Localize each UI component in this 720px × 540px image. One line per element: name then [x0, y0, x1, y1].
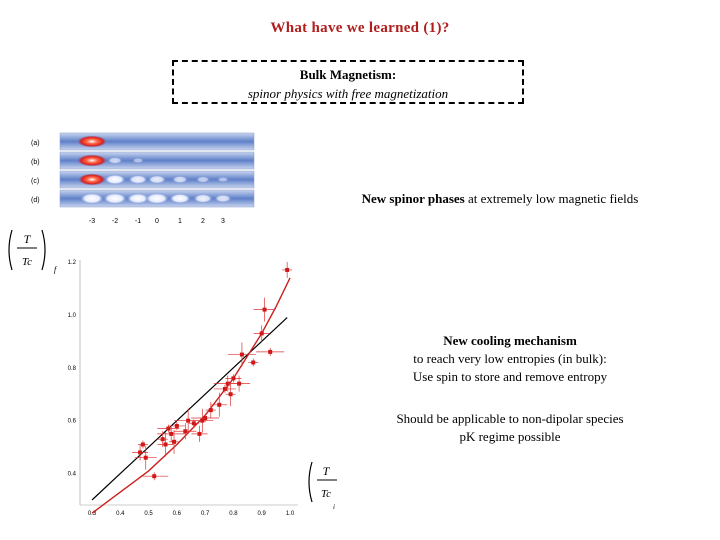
y-tick-label: 1.0	[68, 313, 77, 319]
data-point	[285, 267, 290, 272]
y-tick-label: 0.8	[68, 366, 77, 372]
atom-cloud	[192, 193, 214, 204]
data-point	[172, 439, 177, 444]
atom-cloud	[195, 176, 211, 183]
data-point	[140, 442, 145, 447]
data-point	[239, 352, 244, 357]
atom-cloud	[107, 156, 123, 165]
x-tick-label: 0.3	[88, 511, 97, 517]
bulk-magnetism-box: Bulk Magnetism: spinor physics with free…	[172, 60, 524, 104]
x-tick-label: 0.7	[201, 511, 210, 517]
data-point	[259, 331, 264, 336]
data-point	[268, 349, 273, 354]
x-tick-label: 0.8	[229, 511, 238, 517]
data-point	[237, 381, 242, 386]
temperature-scatter-chart: T Tc f T Tc i 0.3 0.4 0.5 0.6 0.7 0.8 0.9 1.0 0.…	[8, 229, 337, 517]
atom-cloud	[77, 135, 107, 148]
slide-title: What have we learned (1)?	[270, 20, 450, 36]
atom-cloud	[127, 174, 149, 185]
data-point	[152, 474, 157, 479]
row-label-d: (d)	[31, 197, 40, 204]
data-point	[231, 376, 236, 381]
atom-cloud	[214, 194, 232, 203]
point-applicability-line1: Should be applicable to non-dipolar spec…	[396, 411, 624, 426]
x-axis-label: T Tc i	[308, 461, 337, 511]
absorption-strip	[59, 132, 255, 151]
row-label-b: (b)	[31, 159, 40, 166]
strip-axis-label: 3	[221, 218, 225, 225]
atom-cloud	[168, 193, 192, 204]
x-label-den: Tc	[321, 488, 331, 500]
x-tick-label: 1.0	[286, 511, 295, 517]
x-label-num: T	[323, 464, 331, 478]
x-label-sub: i	[333, 503, 335, 511]
y-tick-label: 0.4	[68, 472, 77, 478]
strip-axis-label: 0	[155, 218, 159, 225]
box-heading: Bulk Magnetism:	[299, 67, 397, 82]
data-point	[251, 360, 256, 365]
x-tick-label: 0.6	[173, 511, 182, 517]
strip-axis-label: 1	[178, 218, 182, 225]
strip-axis-label: 2	[201, 218, 205, 225]
x-tick-label: 0.5	[144, 511, 153, 517]
atom-cloud	[147, 175, 167, 184]
row-label-c: (c)	[31, 178, 39, 185]
y-label-num: T	[24, 232, 32, 246]
x-tick-label: 0.4	[116, 511, 125, 517]
data-point	[217, 402, 222, 407]
point-spinor-rest: at extremely low magnetic fields	[464, 191, 639, 206]
data-point	[225, 381, 230, 386]
row-label-a: (a)	[31, 140, 40, 147]
point-cooling: New cooling mechanism to reach very low …	[370, 332, 650, 386]
point-cooling-bold: New cooling mechanism	[443, 333, 577, 348]
point-spinor-phases: New spinor phases at extremely low magne…	[300, 190, 700, 208]
data-point	[262, 307, 267, 312]
data-point	[160, 437, 165, 442]
data-point	[143, 455, 148, 460]
absorption-images: (a) (b) (c) (d) -3 -2 -1 0 1 2 3	[31, 132, 255, 225]
y-tick-label: 0.6	[68, 419, 77, 425]
reference-line	[91, 317, 288, 501]
data-point	[166, 426, 171, 431]
point-cooling-line2: to reach very low entropies (in bulk):	[413, 351, 607, 366]
point-cooling-line3: Use spin to store and remove entropy	[412, 369, 608, 384]
data-point	[183, 429, 188, 434]
y-tick-label: 1.2	[68, 260, 77, 266]
data-point	[203, 416, 208, 421]
atom-cloud	[78, 173, 106, 186]
data-point	[174, 423, 179, 428]
data-point	[197, 431, 202, 436]
atom-cloud	[171, 175, 189, 184]
data-point	[200, 418, 205, 423]
atom-cloud	[144, 192, 170, 205]
point-applicability: Should be applicable to non-dipolar spec…	[340, 410, 680, 446]
data-point	[169, 431, 174, 436]
atom-cloud	[126, 192, 150, 205]
box-subheading: spinor physics with free magnetization	[247, 86, 449, 101]
x-tick-label: 0.9	[258, 511, 267, 517]
atom-cloud	[217, 176, 229, 183]
atom-cloud	[132, 157, 144, 164]
y-label-den: Tc	[22, 256, 32, 268]
strip-axis-label: -2	[112, 218, 118, 225]
strip-axis-label: -1	[135, 218, 141, 225]
atom-cloud	[102, 192, 128, 205]
point-applicability-line2: pK regime possible	[459, 429, 561, 444]
data-point	[186, 418, 191, 423]
atom-cloud	[77, 154, 107, 167]
fit-curve	[91, 277, 291, 514]
y-axis-label: T Tc f	[8, 229, 58, 274]
data-point	[222, 386, 227, 391]
data-point	[228, 392, 233, 397]
data-point	[138, 450, 143, 455]
data-point	[163, 442, 168, 447]
atom-cloud	[103, 174, 127, 185]
data-point	[191, 421, 196, 426]
y-label-sub: f	[54, 265, 58, 274]
data-point	[208, 408, 213, 413]
absorption-strip	[59, 151, 255, 170]
atom-cloud	[79, 192, 105, 205]
point-spinor-bold: New spinor phases	[361, 191, 465, 206]
strip-axis-label: -3	[89, 218, 95, 225]
